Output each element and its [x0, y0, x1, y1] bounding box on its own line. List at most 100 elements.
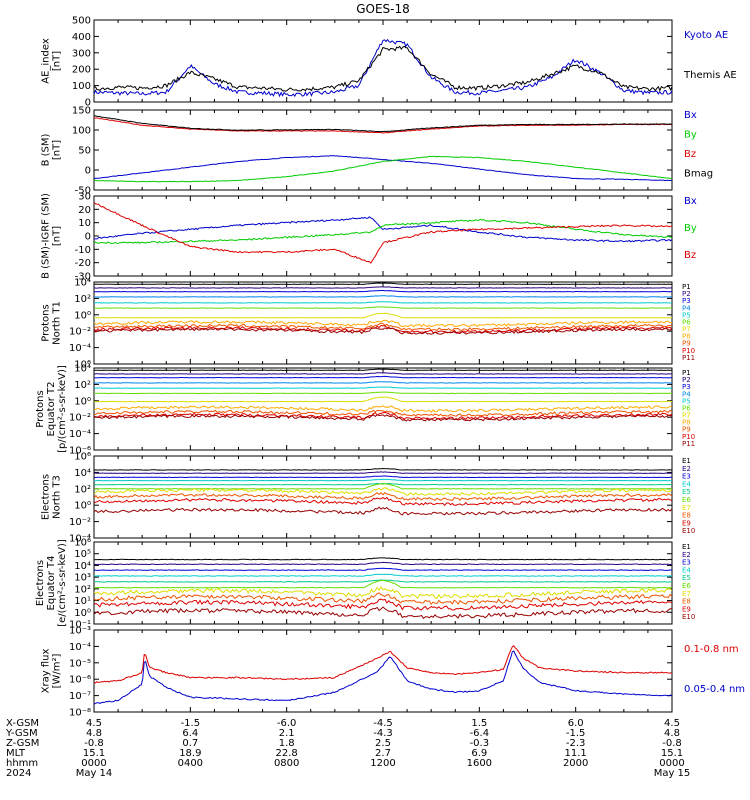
y-tick-label: 10⁻⁸	[69, 708, 91, 719]
footer-value: -1.5	[181, 718, 201, 729]
channel-label-p1: P1	[682, 283, 691, 291]
y-tick-label: 10¹	[74, 596, 91, 607]
channel-line-e3	[94, 567, 672, 571]
footer-value: -1.5	[566, 728, 586, 739]
footer-value: -4.3	[373, 728, 393, 739]
footer-row-label: hhmm	[6, 758, 38, 769]
series-line-0-05-0-4-nm	[94, 650, 672, 705]
series-line-bx	[94, 216, 672, 243]
y-axis-label: North T1	[52, 301, 63, 345]
y-axis-label: North T3	[52, 475, 63, 519]
legend-bx: Bx	[684, 110, 697, 121]
channel-line-e9	[94, 598, 672, 611]
footer-value: 1.8	[279, 738, 295, 749]
y-tick-label: 10⁻²	[69, 413, 91, 424]
channel-line-p6	[94, 306, 672, 309]
channel-line-e10	[94, 506, 672, 516]
y-tick-label: 150	[72, 106, 91, 117]
y-axis-label: [nT]	[52, 140, 63, 160]
channel-label-p10: P10	[682, 433, 695, 441]
y-tick-label: 0	[85, 98, 91, 109]
y-axis-label: [p/(cm²-s-sr-keV)]	[57, 365, 68, 453]
channel-line-p10	[94, 324, 672, 334]
y-tick-label: -30	[75, 272, 91, 283]
channel-label-e10: E10	[682, 527, 695, 535]
y-tick-label: 10⁰	[74, 501, 91, 512]
channel-line-p7	[94, 396, 672, 403]
y-tick-label: 10⁰	[74, 310, 91, 321]
y-tick-label: 10⁰	[74, 396, 91, 407]
channel-line-p11	[94, 327, 672, 335]
y-tick-label: 10	[78, 218, 91, 229]
panel-bigrf: -30 -20 -10 0 10 20 30 B (SM)-IGRF (SM) [nT] Bx By…	[41, 192, 697, 283]
channel-label-p9: P9	[682, 340, 691, 348]
footer-value: 2.1	[279, 728, 295, 739]
footer-value: May 15	[654, 768, 691, 779]
y-tick-label: 10⁶	[74, 538, 91, 549]
channel-label-p9: P9	[682, 426, 691, 434]
channel-label-e10: E10	[682, 613, 695, 621]
channel-line-p11	[94, 414, 672, 422]
channel-line-p3	[94, 290, 672, 293]
y-tick-label: 10⁴	[74, 278, 91, 289]
footer-row-label: X-GSM	[6, 718, 39, 729]
footer-value: 1200	[370, 758, 395, 769]
footer-value: 11.1	[565, 748, 587, 759]
channel-label-e8: E8	[682, 598, 691, 606]
panel-frame-p_t2	[93, 367, 673, 451]
y-tick-label: 10⁻²	[69, 517, 91, 528]
channel-line-p4	[94, 295, 672, 298]
footer-value: 22.8	[276, 748, 298, 759]
y-axis-label: B (SM)	[41, 133, 52, 166]
channel-label-e3: E3	[682, 473, 691, 481]
channel-line-p8	[94, 405, 672, 413]
y-tick-label: 10⁶	[74, 360, 91, 371]
legend-themis-ae: Themis AE	[683, 70, 737, 81]
channel-label-p3: P3	[682, 297, 691, 305]
y-axis-label: AE_index	[41, 38, 52, 84]
legend-bz: Bz	[684, 250, 696, 261]
y-tick-label: 10⁻⁴	[69, 642, 91, 653]
channel-label-p2: P2	[682, 290, 691, 298]
series-line-0-1-0-8-nm	[94, 644, 672, 684]
y-tick-label: 10⁴	[74, 468, 91, 479]
footer-value: 15.1	[661, 748, 683, 759]
y-tick-label: 10⁻⁴	[69, 343, 91, 354]
footer-value: -2.3	[566, 738, 586, 749]
channel-line-p1	[94, 282, 672, 285]
y-axis-label: [W/m²]	[52, 653, 63, 688]
y-tick-label: 0	[85, 166, 91, 177]
channel-line-e9	[94, 496, 672, 507]
channel-label-e4: E4	[682, 566, 691, 574]
footer-value: 15.1	[83, 748, 105, 759]
y-tick-label: 10⁻⁴	[69, 534, 91, 545]
footer-value: 2.7	[375, 748, 391, 759]
footer-value: 6.4	[182, 728, 198, 739]
channel-line-e10	[94, 606, 672, 620]
channel-line-p6	[94, 391, 672, 395]
y-tick-label: 10⁻²	[69, 327, 91, 338]
footer-value: May 14	[76, 768, 113, 779]
channel-label-p6: P6	[682, 318, 691, 326]
y-tick-label: -10	[75, 245, 91, 256]
y-tick-label: 10²	[74, 484, 91, 495]
plot-area-p_t1	[94, 282, 672, 335]
plot-area-bsm	[94, 115, 672, 183]
figure-title: GOES-18	[356, 2, 410, 16]
channel-line-p10	[94, 411, 672, 421]
channel-line-e5	[94, 482, 672, 486]
footer-value: 2.5	[375, 738, 391, 749]
channel-label-p11: P11	[682, 440, 695, 448]
channel-label-p7: P7	[682, 326, 691, 334]
footer-value: 6.9	[471, 748, 487, 759]
series-line-bmag	[94, 115, 672, 133]
y-axis-label: Electrons	[35, 560, 46, 606]
channel-line-p4	[94, 381, 672, 384]
legend-bx: Bx	[684, 196, 697, 207]
y-tick-label: 200	[72, 65, 91, 76]
series-line-bz	[94, 202, 672, 264]
y-tick-label: 10⁻¹	[69, 620, 91, 631]
